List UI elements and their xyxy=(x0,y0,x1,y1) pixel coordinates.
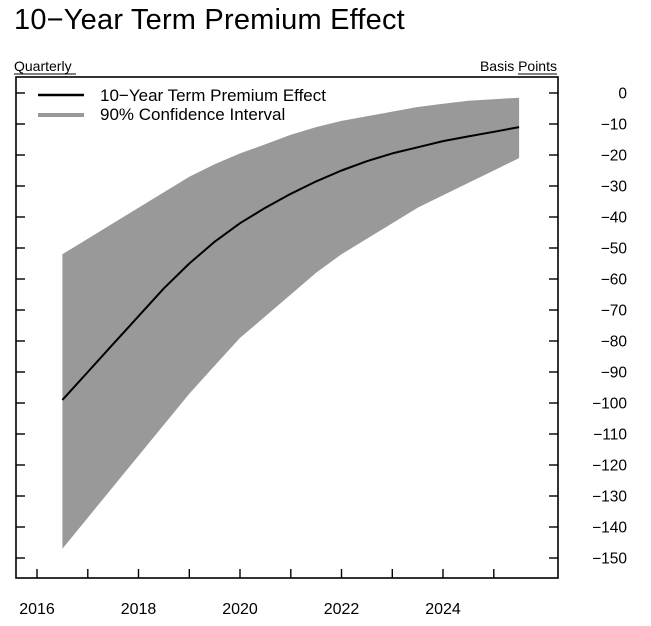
y-tick-label: −50 xyxy=(601,241,628,258)
y-tick-label: −100 xyxy=(592,396,627,413)
y-tick-label: −30 xyxy=(601,179,628,196)
series-line-term-premium xyxy=(61,126,520,401)
chart-title: 10−Year Term Premium Effect xyxy=(14,4,405,36)
y-tick-label: −60 xyxy=(601,272,628,289)
y-tick-label: −70 xyxy=(601,303,628,320)
y-tick-label: −120 xyxy=(592,458,627,475)
y-tick-label: −140 xyxy=(592,520,627,537)
y-tick-label: −40 xyxy=(601,210,628,227)
x-axis-ticks: 2016 2018 2020 2022 2024 xyxy=(19,569,495,618)
y-tick-label: −150 xyxy=(592,551,627,568)
legend: 10−Year Term Premium Effect 90% Confiden… xyxy=(38,86,326,124)
y-tick-label: −20 xyxy=(601,148,628,165)
y-tick-label: −90 xyxy=(601,365,628,382)
plot-frame xyxy=(15,76,559,579)
legend-label-band: 90% Confidence Interval xyxy=(100,105,285,124)
y-tick-label: −110 xyxy=(593,427,627,444)
y-tick-label: −80 xyxy=(601,334,628,351)
confidence-band-layer xyxy=(62,97,520,549)
x-tick-label: 2024 xyxy=(425,601,461,618)
x-tick-label: 2018 xyxy=(121,601,157,618)
x-tick-label: 2016 xyxy=(19,601,55,618)
confidence-band xyxy=(62,97,520,549)
x-tick-label: 2022 xyxy=(324,601,360,618)
y-tick-label: 0 xyxy=(618,86,627,103)
units-label: Basis Points xyxy=(480,58,557,74)
legend-label-estimate: 10−Year Term Premium Effect xyxy=(100,86,326,105)
y-axis-ticks: 0 −10 −20 −30 −40 −50 −60 −70 −80 −90 −100 −110 −120… xyxy=(16,86,627,568)
frequency-label: Quarterly xyxy=(14,58,72,74)
x-tick-label: 2020 xyxy=(222,601,258,618)
estimate-line-layer xyxy=(61,126,520,401)
y-tick-label: −130 xyxy=(592,489,627,506)
y-tick-label: −10 xyxy=(601,117,628,134)
